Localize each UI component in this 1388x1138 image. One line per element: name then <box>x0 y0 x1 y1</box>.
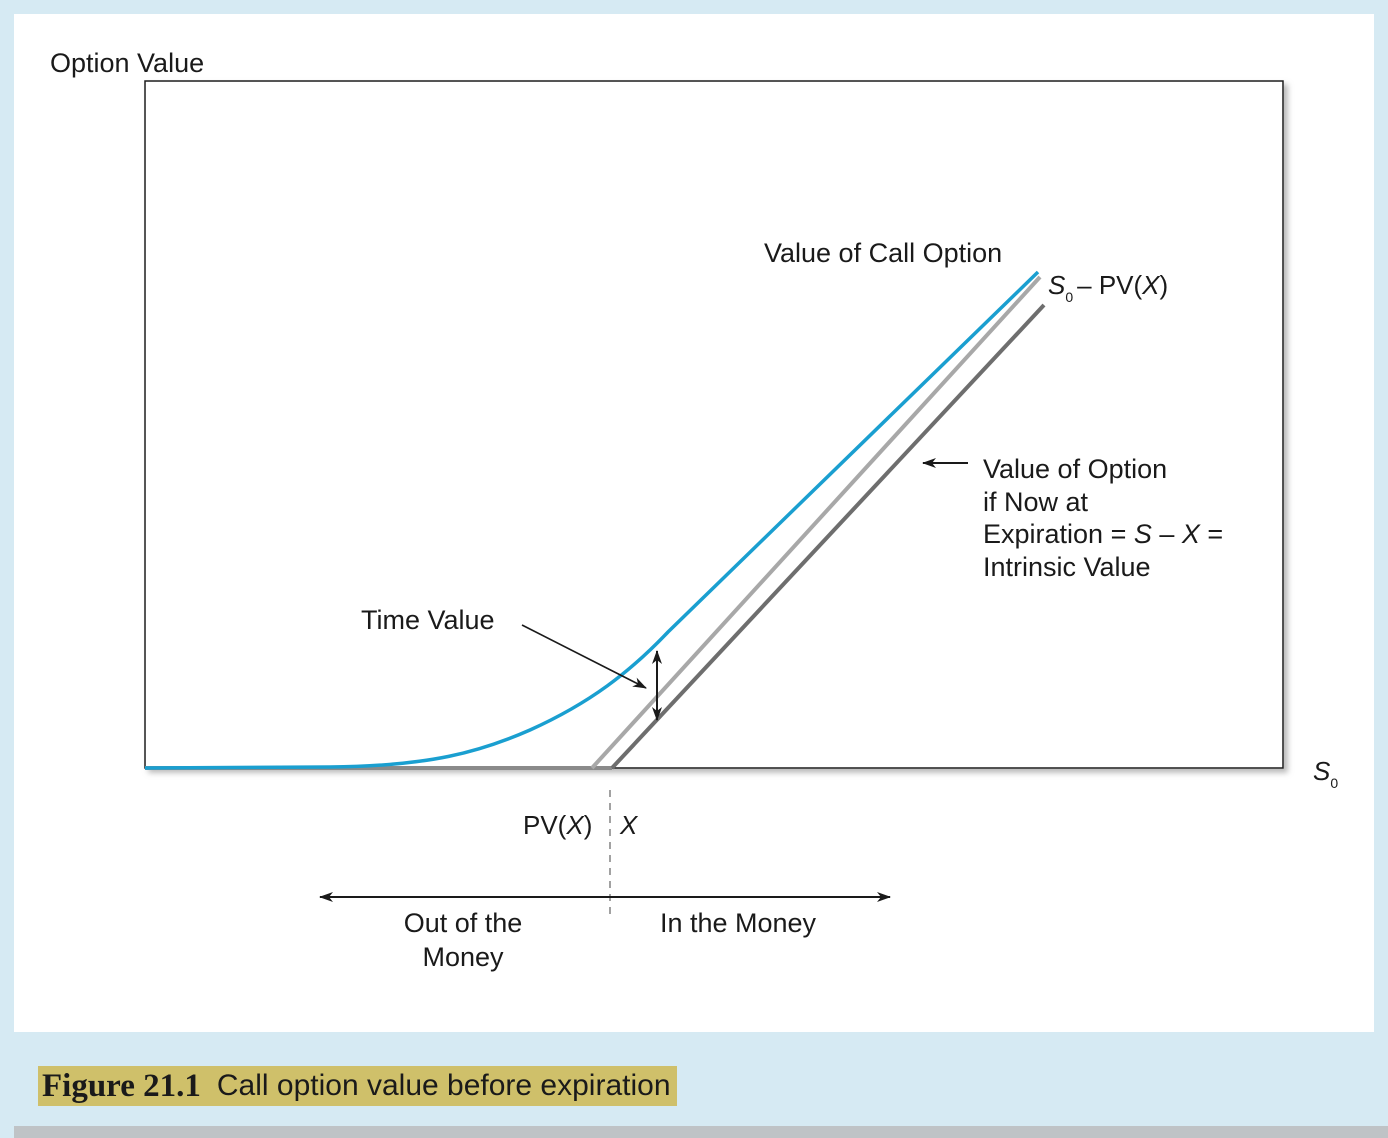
x-axis-label: S0 <box>1313 756 1338 791</box>
intrinsic-label-line-1: Value of Option <box>983 454 1167 484</box>
time-value-label: Time Value <box>361 605 495 635</box>
out-of-money-label-line-1: Out of the <box>404 908 523 938</box>
call-value-label: Value of Call Option <box>764 238 1002 268</box>
pvx-tick-label: PV(X) <box>523 810 592 840</box>
intrinsic-label-line-4: Intrinsic Value <box>983 552 1151 582</box>
intrinsic-label-line-2: if Now at <box>983 487 1089 517</box>
figure-caption: Figure 21.1 Call option value before exp… <box>38 1066 677 1106</box>
frame-shadow <box>14 1126 1388 1138</box>
figure-title: Call option value before expiration <box>216 1069 671 1102</box>
s0-minus-pvx-line <box>590 275 1042 770</box>
call-value-curve <box>144 270 1040 770</box>
plot-area <box>144 80 1284 769</box>
s0-pvx-label: S0– PV(X) <box>1048 270 1168 305</box>
intrinsic-value-line <box>610 303 1046 770</box>
y-axis-label: Option Value <box>50 48 204 78</box>
x-tick-label: X <box>619 810 639 840</box>
in-the-money-label: In the Money <box>660 908 817 938</box>
intrinsic-label-line-3: Expiration = S – X = <box>983 519 1223 549</box>
out-of-money-label-line-2: Money <box>422 942 504 972</box>
time-value-pointer <box>521 624 647 689</box>
figure-number: Figure 21.1 <box>42 1067 201 1104</box>
